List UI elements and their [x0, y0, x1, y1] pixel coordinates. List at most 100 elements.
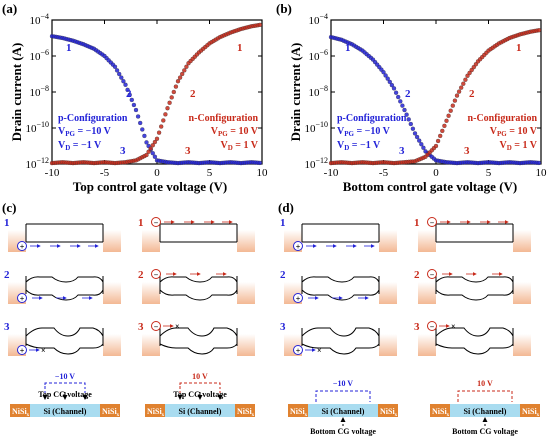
x-tick-label: 10 [257, 167, 269, 179]
gate-bracket [44, 382, 86, 389]
valence-band [159, 289, 238, 301]
n-config-vd: VD = 1 V [220, 140, 258, 152]
device-top-gate: −10 V Top CG voltage NiSix NiSix Si (Channel… [10, 372, 120, 418]
valence-band [25, 343, 104, 355]
data-point [121, 79, 126, 84]
nisi-right [235, 404, 255, 417]
p-config-title: p-Configuration [58, 113, 128, 124]
metal-contact-left [418, 230, 436, 252]
series-n [328, 28, 542, 166]
band-diagram-p-1: 1+ [280, 217, 397, 252]
metal-contact-right [103, 334, 121, 356]
x-tick-label: -5 [379, 167, 389, 179]
series-n [49, 22, 263, 166]
region-number: 2 [469, 88, 475, 100]
data-point [404, 112, 409, 117]
conduction-band [25, 276, 104, 283]
carrier-sign: − [430, 271, 435, 280]
electron-carrier [427, 321, 437, 331]
x-tick-label: -5 [100, 167, 110, 179]
metal-contact-left [142, 334, 160, 356]
series-p [49, 34, 263, 166]
electron-carrier [151, 321, 161, 331]
carrier-sign: − [154, 271, 159, 280]
data-point [173, 84, 179, 89]
data-point [117, 71, 122, 77]
region-number: 2 [405, 88, 411, 100]
data-point [135, 114, 141, 119]
gate-voltage-label: 10 V [477, 379, 493, 388]
band-diagram-p-3: 3 + × [4, 321, 121, 356]
region-number: 2 [190, 88, 196, 100]
x-tick-label: -10 [324, 167, 339, 179]
carrier-sign: + [20, 295, 25, 304]
band-diagram-p-2: 2+ [280, 269, 397, 304]
blocked-mark: × [175, 322, 180, 331]
n-config-vpg: VPG = 10 V [211, 126, 259, 138]
y-tick-label: 10−6 [308, 48, 328, 63]
y-tick-label: 10−8 [308, 84, 328, 99]
nisi-label-left: NiSix [432, 407, 450, 418]
channel-label: Si (Channel) [322, 407, 365, 416]
region-number: 1 [237, 42, 243, 54]
data-point [161, 118, 166, 123]
p-config-title: p-Configuration [337, 113, 407, 124]
metal-contact-left [142, 230, 160, 252]
data-point [391, 86, 397, 91]
diagram-row-number: 3 [414, 321, 420, 333]
data-point [473, 62, 479, 67]
data-point [389, 83, 395, 88]
data-point [467, 70, 472, 76]
data-point [536, 160, 542, 166]
diagram-row-number: 2 [138, 269, 144, 281]
metal-contact-left [418, 334, 436, 356]
data-point [257, 160, 263, 166]
channel-label: Si (Channel) [44, 407, 87, 416]
x-tick-label: 5 [207, 167, 213, 179]
band-diagram-n-3: 3 − × [138, 321, 255, 356]
data-point [414, 134, 420, 140]
carrier-sign: − [430, 219, 435, 228]
n-config-vpg: VPG = 10 V [490, 126, 538, 138]
nisi-left [145, 404, 165, 417]
y-axis-label: Drain current (A) [9, 43, 24, 142]
data-point [129, 97, 134, 103]
valence-band [435, 289, 514, 301]
data-point [114, 68, 120, 73]
bottom-cg-label: Bottom CG voltage [452, 427, 518, 436]
data-point [419, 142, 424, 147]
data-point [175, 79, 181, 84]
carrier-sign: − [154, 219, 159, 228]
data-point [398, 99, 403, 104]
data-point [421, 145, 426, 150]
hole-carrier [293, 345, 303, 355]
panel-label-d: (d) [278, 200, 294, 215]
nisi-right [378, 404, 398, 417]
data-point [463, 77, 468, 82]
conduction-band [159, 327, 238, 337]
y-axis-label: Drain current (A) [288, 43, 303, 142]
diagram-row-number: 3 [280, 321, 286, 333]
region-number: 3 [185, 145, 191, 157]
data-point [150, 143, 155, 148]
chart-b: -10 -5 0 5 10 10−12 10−10 10−8 10−6 10−4 Bottom co… [288, 12, 547, 194]
region-number: 1 [66, 42, 72, 54]
y-tick-label: 10−6 [29, 48, 49, 63]
y-tick-label: 10−4 [29, 12, 49, 27]
data-point [165, 106, 170, 111]
nisi-left [430, 404, 450, 417]
data-point [459, 85, 464, 90]
data-point [182, 68, 187, 73]
diagram-row-number: 3 [4, 321, 10, 333]
region-number: 1 [516, 42, 522, 54]
data-point [448, 108, 453, 113]
carrier-sign: − [154, 323, 159, 332]
conduction-band [435, 276, 514, 283]
data-point [150, 151, 155, 156]
band-diagram-p-3: 3 + × [280, 321, 397, 356]
data-point [167, 100, 172, 105]
data-point [393, 90, 399, 95]
conduction-band [159, 276, 238, 283]
data-point [536, 28, 542, 33]
metal-contact-right [513, 334, 531, 356]
